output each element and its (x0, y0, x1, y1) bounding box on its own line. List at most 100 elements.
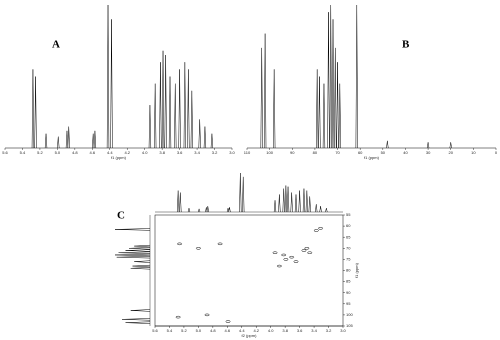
x-tick-label: 4.8 (72, 150, 78, 155)
x-tick-label: 3.6 (297, 328, 303, 333)
y-tick-label: 95 (346, 301, 351, 306)
peak (187, 208, 191, 213)
x-tick-label: 3.4 (194, 150, 200, 155)
cross-peak (276, 264, 282, 268)
x-tick-label: 4.4 (239, 328, 245, 333)
peak (322, 83, 326, 149)
peak (134, 260, 151, 263)
x-tick-label: 20 (449, 150, 454, 155)
peak (329, 4, 332, 149)
peak (148, 105, 152, 149)
peak (426, 142, 430, 149)
peak (183, 62, 187, 149)
panel-label: A (52, 39, 60, 51)
peak (178, 69, 181, 149)
peak (168, 76, 172, 149)
peak (57, 136, 60, 149)
peak (290, 192, 293, 213)
peak (114, 253, 151, 257)
y-tick-label: 55 (346, 212, 351, 217)
cross-peak (175, 315, 181, 319)
peak (327, 12, 330, 149)
x-tick-label: 4.0 (268, 328, 274, 333)
x-axis-label: f1 (ppm) (111, 155, 127, 160)
peak (331, 19, 335, 149)
x-tick-label: 70 (335, 150, 340, 155)
peak (210, 133, 214, 149)
x-tick-label: 5.0 (196, 328, 202, 333)
peak (278, 194, 281, 213)
peak (154, 83, 157, 149)
peak (316, 69, 319, 149)
peak (106, 4, 110, 149)
peak (132, 264, 151, 268)
y-tick-label: 80 (346, 268, 351, 273)
peak (334, 47, 337, 149)
peak (118, 251, 151, 254)
y-tick-label: 65 (346, 234, 351, 239)
x-tick-label: 30 (426, 150, 431, 155)
x-tick-label: 4.8 (210, 328, 216, 333)
x-tick-label: 5.2 (37, 150, 43, 155)
peak (305, 190, 308, 213)
y-tick-label: 75 (346, 256, 351, 261)
peak (130, 309, 151, 312)
cross-peak (289, 255, 295, 259)
peak (67, 126, 70, 149)
x-axis-label: f2 (ppm) (242, 333, 258, 338)
peak (179, 192, 182, 213)
cross-peak (217, 242, 223, 246)
peak (128, 247, 151, 250)
peak (294, 194, 298, 213)
peak (65, 130, 69, 149)
peak (206, 206, 209, 213)
y-tick-label: 100 (346, 312, 353, 317)
cross-peak (301, 249, 307, 252)
x-tick-label: 3.8 (282, 328, 288, 333)
peak (282, 188, 285, 213)
peak (319, 206, 322, 213)
peak (449, 142, 452, 149)
x-tick-label: 5.0 (55, 150, 61, 155)
cross-peak (195, 247, 201, 250)
cross-peak (313, 229, 319, 232)
cross-peak (225, 320, 231, 323)
x-tick-label: 3.0 (340, 328, 346, 333)
cross-peak (283, 258, 289, 261)
x-tick-label: 90 (290, 150, 295, 155)
x-tick-label: 4.6 (225, 328, 231, 333)
peak (134, 244, 151, 248)
peak (273, 200, 277, 213)
cross-peak (318, 227, 324, 230)
x-tick-label: 60 (358, 150, 363, 155)
peak (260, 47, 263, 149)
x-tick-label: 4.6 (90, 150, 96, 155)
peak (284, 185, 288, 213)
peak (130, 267, 151, 270)
x-tick-label: 3.2 (212, 150, 218, 155)
panel-label: B (402, 39, 410, 51)
x-tick-label: 4.2 (124, 150, 130, 155)
x-tick-label: 3.4 (311, 328, 317, 333)
peak (159, 62, 162, 149)
peak (164, 55, 167, 149)
plot-frame (154, 214, 344, 327)
x-tick-label: 110 (244, 150, 251, 155)
peak (203, 126, 207, 149)
x-tick-label: 5.2 (181, 328, 187, 333)
panel-label: C (117, 210, 125, 222)
peak (174, 83, 177, 149)
peak (161, 50, 165, 149)
peak (318, 76, 321, 149)
peak (355, 4, 358, 149)
peak (338, 83, 341, 149)
cross-peak (293, 260, 299, 263)
x-tick-label: 3.2 (326, 328, 332, 333)
x-tick-label: 40 (403, 150, 408, 155)
x-tick-label: 4.2 (253, 328, 259, 333)
peak (31, 69, 35, 149)
x-tick-label: 4.4 (107, 150, 113, 155)
peak (239, 172, 242, 213)
peak (44, 133, 48, 149)
